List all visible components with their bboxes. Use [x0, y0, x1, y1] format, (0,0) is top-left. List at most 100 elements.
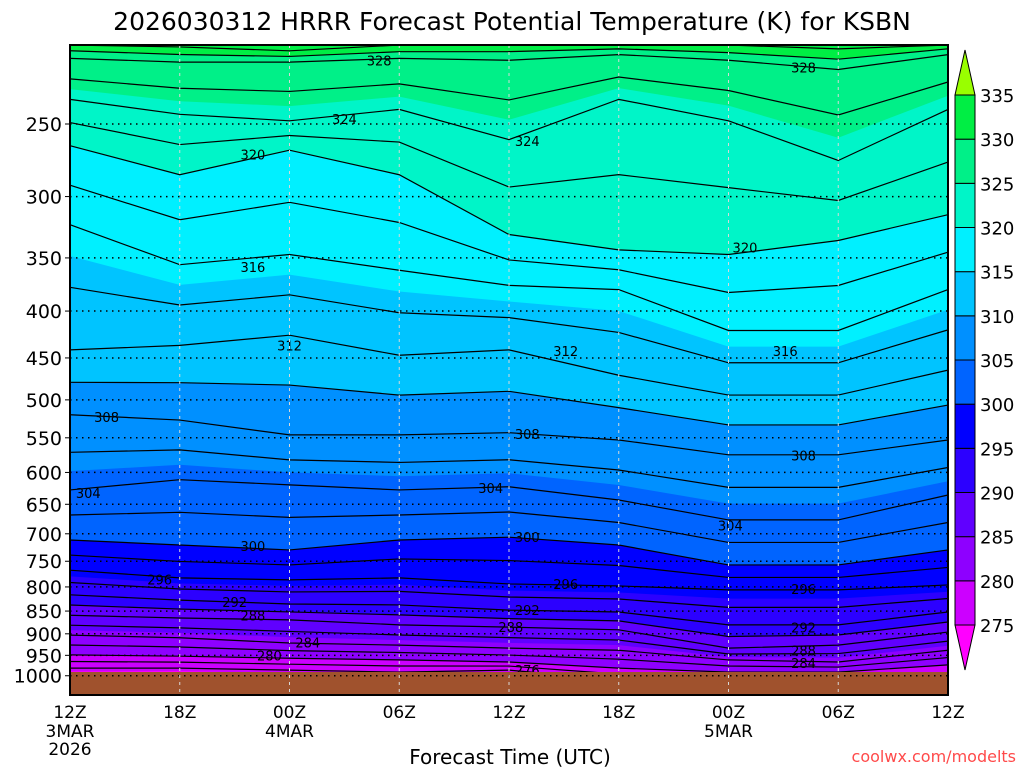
- x-tick-label: 06Z: [822, 703, 855, 723]
- colorbar-label: 315: [980, 263, 1014, 284]
- contour-label: 312: [553, 345, 578, 360]
- contour-label: 308: [791, 449, 816, 464]
- colorbar-label: 330: [980, 130, 1014, 151]
- colorbar-segment-280: [954, 536, 976, 582]
- isentrope-310: [69, 381, 949, 426]
- colorbar-label: 335: [980, 86, 1014, 107]
- colorbar-segment-325: [954, 138, 976, 184]
- fill-band-above-330: [70, 45, 948, 60]
- contour-label: 296: [791, 583, 816, 598]
- y-tick-label: 550: [26, 428, 62, 450]
- x-axis-label: Forecast Time (UTC): [409, 745, 611, 768]
- x-tick-label: 18Z: [602, 703, 635, 723]
- contour-label: 296: [147, 573, 172, 588]
- contour-label: 328: [367, 54, 392, 69]
- y-tick-label: 300: [26, 187, 62, 209]
- contour-label: 324: [515, 135, 540, 150]
- contour-label: 288: [498, 621, 523, 636]
- isentrope-302: [69, 511, 949, 544]
- y-tick-label: 950: [26, 645, 62, 667]
- colorbar-label: 275: [980, 616, 1014, 637]
- colorbar-label: 325: [980, 174, 1014, 195]
- x-tick-label: 12Z: [53, 703, 86, 723]
- isentrope-324: [69, 98, 949, 162]
- y-tick-label: 400: [26, 301, 62, 323]
- isentrope-312: [69, 334, 949, 396]
- x-tick-label: 06Z: [383, 703, 416, 723]
- y-tick-label: 600: [26, 462, 62, 484]
- contour-label: 316: [241, 261, 266, 276]
- isentrope-290: [69, 604, 949, 638]
- watermark[interactable]: coolwx.com/modelts: [852, 747, 1016, 766]
- colorbar-label: 305: [980, 351, 1014, 372]
- colorbar-label: 320: [980, 219, 1014, 240]
- contour-label: 324: [332, 113, 357, 128]
- colorbar-min-triangle: [954, 624, 976, 671]
- colorbar-label: 280: [980, 572, 1014, 593]
- colorbar-segment-315: [954, 227, 976, 273]
- colorbar-segment-275: [954, 580, 976, 626]
- x-date-label: 4MAR: [265, 722, 314, 742]
- contour-label: 320: [733, 242, 758, 257]
- colorbar-segment-285: [954, 492, 976, 538]
- isentrope-296: [69, 569, 949, 591]
- colorbar-segment-295: [954, 403, 976, 449]
- contour-label: 284: [791, 657, 816, 672]
- x-date-label: 5MAR: [704, 722, 753, 742]
- contour-label: 328: [791, 62, 816, 77]
- colorbar-label: 285: [980, 528, 1014, 549]
- contour-label: 296: [553, 578, 578, 593]
- y-tick-label: 650: [26, 494, 62, 516]
- contour-label: 288: [241, 609, 266, 624]
- y-axis: 2503003504004505005506006507007508008509…: [14, 114, 70, 688]
- contour-label: 308: [94, 411, 119, 426]
- colorbar-max-triangle: [954, 49, 976, 96]
- x-date-label: 3MAR: [46, 722, 95, 742]
- x-tick-label: 12Z: [931, 703, 964, 723]
- y-tick-label: 800: [26, 577, 62, 599]
- x-year-label: 2026: [48, 740, 91, 760]
- colorbar-segment-320: [954, 182, 976, 228]
- contour-label: 304: [478, 482, 503, 497]
- x-tick-label: 00Z: [273, 703, 306, 723]
- y-tick-label: 450: [26, 348, 62, 370]
- contour-label: 304: [718, 520, 743, 535]
- contour-label: 292: [222, 596, 247, 611]
- colorbar-label: 295: [980, 439, 1014, 460]
- isentrope-330: [69, 48, 949, 60]
- y-tick-label: 900: [26, 624, 62, 646]
- colorbar-segment-290: [954, 447, 976, 494]
- isentrope-326: [69, 76, 949, 116]
- y-tick-label: 250: [26, 114, 62, 136]
- y-tick-label: 500: [26, 390, 62, 412]
- contour-label: 316: [773, 345, 798, 360]
- isentrope-318: [69, 184, 949, 294]
- colorbar-segment-300: [954, 359, 976, 405]
- contour-label: 284: [295, 637, 320, 652]
- contour-label: 320: [241, 149, 266, 164]
- isentrope-286: [69, 624, 949, 655]
- colorbar-segment-305: [954, 315, 976, 361]
- chart-title: 2026030312 HRRR Forecast Potential Tempe…: [113, 7, 911, 36]
- isentrope-292: [69, 594, 949, 626]
- contour-label: 300: [515, 531, 540, 546]
- colorbar: 275 280 285 290 295 300 305 310 315 320 325 330 335: [954, 49, 1014, 671]
- colorbar-segment-310: [954, 271, 976, 317]
- colorbar-label: 310: [980, 307, 1014, 328]
- x-tick-label: 18Z: [163, 703, 196, 723]
- isentrope-294: [69, 581, 949, 608]
- y-tick-label: 850: [26, 601, 62, 623]
- y-tick-label: 750: [26, 551, 62, 573]
- y-tick-label: 350: [26, 248, 62, 270]
- y-tick-label: 1000: [14, 666, 62, 688]
- contour-label: 300: [241, 540, 266, 555]
- x-tick-label: 00Z: [712, 703, 745, 723]
- x-tick-label: 12Z: [492, 703, 525, 723]
- contour-label: 292: [791, 622, 816, 637]
- colorbar-segment-330: [954, 94, 976, 140]
- colorbar-label: 290: [980, 484, 1014, 505]
- contour-label: 304: [76, 487, 101, 502]
